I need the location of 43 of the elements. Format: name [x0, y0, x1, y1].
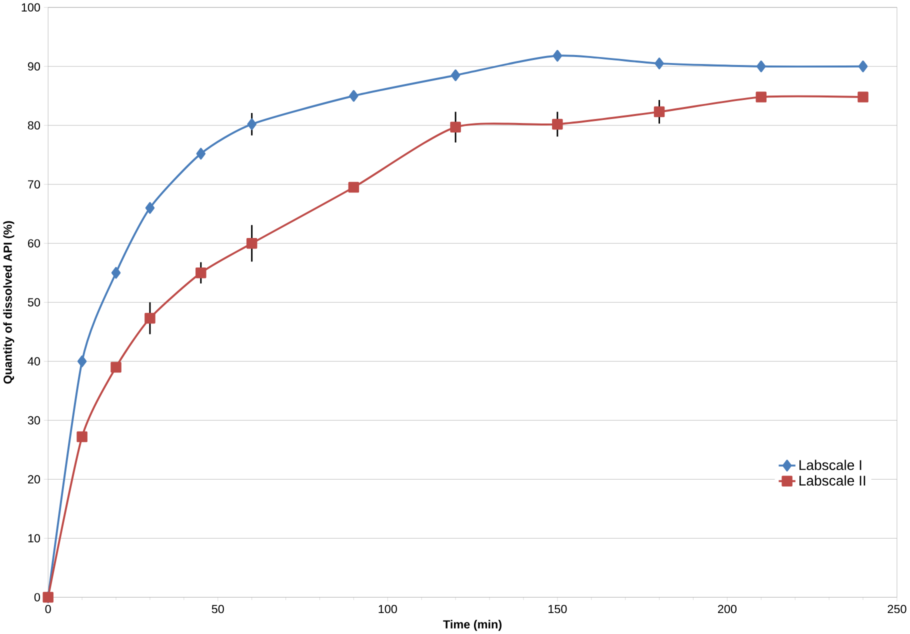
y-tick-label: 70: [28, 180, 40, 188]
point: [196, 148, 206, 160]
x-tick-label: 250: [888, 604, 906, 614]
y-tick-label: 40: [28, 357, 40, 366]
point: [247, 118, 256, 130]
point: [654, 58, 664, 70]
point: [76, 431, 88, 442]
y-tick-label: 20: [28, 475, 40, 484]
point: [348, 182, 360, 193]
point: [552, 50, 562, 62]
point: [858, 92, 868, 102]
y-axis-title: Quantity of dissolved API (%): [3, 221, 14, 384]
x-tick-label: 100: [378, 604, 397, 614]
point: [110, 362, 122, 373]
point: [145, 202, 155, 214]
y-tick-label: 50: [28, 298, 40, 306]
point: [450, 122, 461, 132]
x-tick-label: 200: [718, 604, 737, 614]
point: [450, 69, 460, 82]
point: [111, 266, 121, 279]
legend-label: Labscale I: [799, 460, 862, 470]
point: [77, 355, 87, 368]
x-tick-label: 0: [45, 604, 51, 614]
point: [349, 90, 358, 102]
point: [756, 92, 767, 102]
y-tick-label: 30: [28, 416, 40, 424]
y-tick-label: 10: [28, 534, 40, 542]
point: [756, 60, 766, 72]
point: [552, 118, 563, 130]
point: [246, 238, 258, 249]
y-tick-label: 100: [22, 3, 40, 12]
y-tick-label: 90: [28, 62, 40, 70]
y-tick-label: 80: [28, 121, 40, 130]
x-tick-label: 50: [212, 604, 224, 614]
point: [858, 60, 868, 72]
legend-label: Labscale II: [799, 475, 866, 486]
point: [654, 106, 665, 118]
x-axis-title: Time (min): [443, 620, 502, 631]
point: [196, 267, 206, 278]
x-tick-label: 150: [548, 604, 567, 614]
y-tick-label: 60: [28, 239, 40, 248]
point: [144, 312, 156, 324]
y-tick-label: 0: [34, 593, 40, 602]
